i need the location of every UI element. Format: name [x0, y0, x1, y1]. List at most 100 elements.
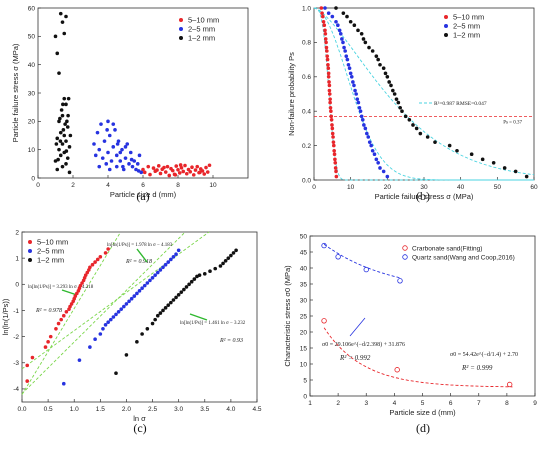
data-point — [341, 11, 346, 15]
x-tick-label: 2.5 — [148, 406, 157, 413]
panel-label: (c) — [133, 421, 146, 435]
fit-r2: R² = 0.992 — [339, 354, 371, 362]
x-tick-label: 2 — [71, 182, 75, 189]
data-point — [326, 71, 331, 76]
data-point — [374, 157, 379, 162]
data-point — [347, 66, 352, 70]
data-point — [356, 28, 360, 33]
data-point — [98, 255, 103, 259]
data-point — [114, 164, 119, 169]
data-point — [63, 122, 67, 126]
data-point — [378, 62, 382, 67]
data-point — [352, 23, 357, 28]
x-tick-label: 0.0 — [17, 406, 26, 413]
y-tick-label: 0 — [31, 175, 35, 182]
data-point — [68, 304, 72, 309]
x-tick-label: 1 — [308, 400, 312, 407]
data-point — [68, 133, 73, 138]
y-tick-label: -3 — [13, 360, 19, 367]
fit-curve — [323, 243, 402, 279]
data-point — [367, 140, 372, 144]
data-point — [176, 248, 181, 253]
data-point — [385, 75, 390, 79]
data-point — [43, 345, 48, 349]
data-point — [171, 255, 176, 259]
data-point — [183, 163, 187, 168]
data-point — [362, 123, 366, 127]
x-tick-label: 10 — [347, 184, 355, 191]
x-tick-label: 3 — [364, 400, 368, 407]
data-point — [146, 164, 151, 169]
data-point — [391, 88, 395, 93]
data-point — [135, 162, 140, 166]
y-tick-label: 1 — [15, 255, 19, 262]
data-point — [200, 169, 205, 173]
x-tick-label: 30 — [420, 184, 428, 191]
legend-label: Quartz sand(Wang and Coop,2016) — [412, 255, 515, 262]
data-point — [334, 169, 338, 174]
data-point — [355, 97, 360, 101]
data-point — [331, 135, 335, 139]
y-tick-label: 15 — [300, 345, 308, 352]
data-point — [330, 126, 335, 131]
data-point — [95, 257, 100, 262]
series-5-10-mm — [141, 163, 212, 178]
data-point — [202, 172, 207, 176]
data-point — [61, 381, 66, 386]
x-axis-label: ln σ — [133, 414, 146, 423]
x-tick-label: 7 — [477, 400, 481, 407]
data-point — [106, 119, 110, 124]
x-tick-label: 10 — [209, 182, 217, 189]
data-point — [139, 170, 144, 175]
data-point — [353, 88, 357, 93]
data-point — [163, 262, 168, 267]
legend-label: 2–5 mm — [188, 25, 215, 34]
data-point — [107, 167, 112, 172]
y-tick-label: 10 — [300, 361, 308, 368]
data-point — [359, 32, 364, 36]
data-point — [30, 355, 35, 360]
data-point — [114, 312, 118, 317]
series-2-5-mm — [61, 248, 181, 386]
data-point — [363, 266, 369, 273]
annotation-arrow — [349, 317, 366, 337]
data-point — [66, 96, 71, 101]
data-point — [169, 257, 173, 262]
y-axis-label: Non-failure probability Ps — [287, 52, 296, 136]
data-point — [57, 147, 61, 152]
y-tick-label: -1 — [13, 308, 19, 315]
data-point — [387, 80, 391, 84]
y-tick-label: 40 — [28, 62, 36, 69]
data-point — [208, 269, 212, 274]
y-axis-label: Characteristic stress σ0 (MPa) — [283, 265, 292, 367]
data-point — [56, 157, 60, 162]
reference-line-label: Ps = 0.37 — [503, 120, 522, 125]
data-point — [345, 57, 350, 62]
data-point — [342, 45, 346, 50]
legend-label: 5–10 mm — [453, 13, 484, 22]
data-point — [231, 251, 236, 255]
data-point — [119, 307, 124, 311]
fit-equation: ln[ln(1/Ps)] = 1.461 ln σ − 3.232 — [180, 321, 246, 326]
fit-r2: R² = 0.918 — [125, 259, 152, 265]
fit-equation: ln[ln(1/Ps)] = 3.293 ln σ − 4.218 — [28, 285, 94, 290]
data-point — [323, 32, 328, 36]
data-point — [54, 142, 59, 146]
y-tick-label: 50 — [300, 233, 308, 240]
series-2-5-mm — [92, 119, 144, 175]
y-tick-label: 10 — [28, 147, 36, 154]
y-axis-label: Particle failure stress σ (MPa) — [11, 43, 20, 142]
data-point — [97, 147, 102, 152]
data-point — [62, 96, 67, 101]
data-point — [334, 19, 338, 24]
data-point — [348, 19, 353, 24]
x-tick-label: 0 — [36, 182, 40, 189]
data-point — [109, 159, 114, 163]
legend-label: 1–2 mm — [453, 31, 480, 40]
data-point — [176, 292, 181, 297]
data-point — [513, 169, 518, 174]
data-point — [102, 139, 107, 143]
x-tick-label: 6 — [449, 400, 453, 407]
data-point — [163, 306, 168, 310]
data-point — [340, 37, 344, 41]
